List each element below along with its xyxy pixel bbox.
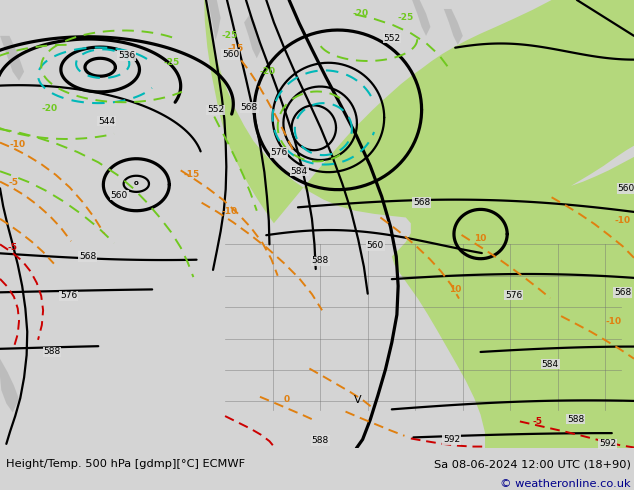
Text: 588: 588 <box>43 347 61 356</box>
Text: 10: 10 <box>474 234 487 243</box>
Text: 588: 588 <box>567 415 585 424</box>
Text: -25: -25 <box>221 31 238 40</box>
Text: -25: -25 <box>398 13 414 23</box>
Text: 560: 560 <box>110 191 128 199</box>
Text: o: o <box>134 180 139 186</box>
Text: -20: -20 <box>41 104 58 113</box>
Text: -10: -10 <box>614 216 631 225</box>
Text: Sa 08-06-2024 12:00 UTC (18+90): Sa 08-06-2024 12:00 UTC (18+90) <box>434 459 631 469</box>
Text: -5: -5 <box>533 417 543 426</box>
Text: -15: -15 <box>183 171 200 179</box>
Text: 552: 552 <box>383 34 401 43</box>
Text: 592: 592 <box>443 435 460 444</box>
Text: 584: 584 <box>290 167 308 176</box>
Text: 560: 560 <box>618 184 634 193</box>
Text: 588: 588 <box>311 436 329 445</box>
Text: -5: -5 <box>9 178 19 188</box>
Polygon shape <box>0 359 19 413</box>
Polygon shape <box>0 36 24 81</box>
Text: 0: 0 <box>283 395 290 404</box>
Text: 576: 576 <box>60 292 77 300</box>
Text: 560: 560 <box>366 241 384 250</box>
Text: -20: -20 <box>259 67 276 76</box>
Text: -20: -20 <box>352 9 368 18</box>
Text: 568: 568 <box>614 288 631 297</box>
Polygon shape <box>444 9 463 45</box>
Text: 10: 10 <box>449 285 462 294</box>
Text: 584: 584 <box>541 360 559 368</box>
Polygon shape <box>208 0 221 40</box>
Text: -10: -10 <box>605 318 622 326</box>
Text: V: V <box>354 395 362 405</box>
Text: 568: 568 <box>79 252 96 261</box>
Text: 576: 576 <box>270 148 288 157</box>
Text: 536: 536 <box>118 51 136 60</box>
Text: 592: 592 <box>598 440 616 448</box>
Text: -15: -15 <box>228 44 244 53</box>
Text: 560: 560 <box>222 50 240 59</box>
Polygon shape <box>412 0 430 36</box>
Polygon shape <box>244 13 261 58</box>
Text: -25: -25 <box>163 58 179 67</box>
Polygon shape <box>204 0 634 448</box>
Text: © weatheronline.co.uk: © weatheronline.co.uk <box>500 479 631 489</box>
Text: -5: -5 <box>8 243 18 252</box>
Text: 588: 588 <box>311 256 329 266</box>
Text: 568: 568 <box>413 198 430 207</box>
Text: -10: -10 <box>10 140 26 149</box>
Text: 544: 544 <box>98 117 115 125</box>
Text: 576: 576 <box>505 291 522 299</box>
Text: 568: 568 <box>240 103 258 112</box>
Text: -10: -10 <box>221 207 238 216</box>
Text: Height/Temp. 500 hPa [gdmp][°C] ECMWF: Height/Temp. 500 hPa [gdmp][°C] ECMWF <box>6 459 245 469</box>
Text: 552: 552 <box>207 105 224 114</box>
